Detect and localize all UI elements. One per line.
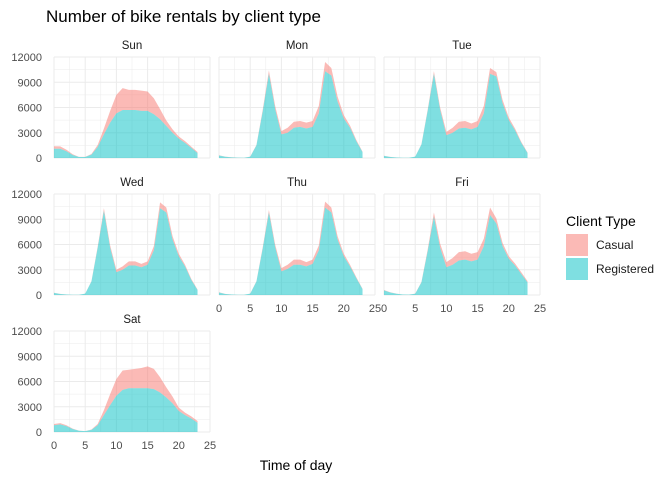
x-tick-label: 5 [82,440,88,452]
legend-key-registered [566,258,588,280]
facet-mon: Mon [218,40,376,159]
x-tick-label: 0 [381,303,387,315]
y-tick-label: 6000 [18,240,42,252]
x-tick-label: 10 [110,440,122,452]
facet-strip-label: Wed [120,177,143,189]
x-tick-label: 5 [412,303,418,315]
chart-title: Number of bike rentals by client type [46,7,321,26]
y-tick-label: 6000 [18,377,42,389]
facet-sat: Sat 0 3000 6000 9000 12000 0 5 10 15 20 25 [11,314,216,452]
facet-strip-label: Tue [452,40,471,52]
area-registered [384,73,528,158]
area-registered [54,388,198,432]
x-tick-label: 20 [338,303,350,315]
facet-sun: Sun 0 3000 6000 9000 12000 [11,40,211,165]
area-casual [54,88,198,157]
facet-strip-label: Sat [123,314,141,326]
area-registered [219,207,363,295]
x-tick-label: 25 [369,303,381,315]
y-tick-label: 3000 [18,128,42,140]
y-tick-label: 12000 [11,326,42,338]
x-tick-label: 5 [247,303,253,315]
x-tick-label: 20 [173,440,185,452]
x-tick-label: 10 [275,303,287,315]
y-tick-label: 6000 [18,103,42,115]
legend-label-casual: Casual [596,238,633,252]
x-tick-label: 10 [440,303,452,315]
y-tick-label: 12000 [11,189,42,201]
y-tick-label: 9000 [18,214,42,226]
facet-panels: Sun 0 3000 6000 9000 12000 Mon Tue Wed 0 3000 6000 9… [11,40,546,452]
x-tick-label: 15 [141,440,153,452]
x-tick-label: 0 [216,303,222,315]
x-tick-label: 25 [204,440,216,452]
facet-strip-label: Fri [455,177,468,189]
x-tick-label: 20 [503,303,515,315]
area-registered [219,71,363,158]
area-registered [384,215,528,295]
x-tick-label: 0 [51,440,57,452]
y-tick-label: 0 [36,290,42,302]
x-axis-title: Time of day [260,457,333,473]
area-registered [54,208,198,295]
legend-label-registered: Registered [596,262,654,276]
x-tick-label: 15 [471,303,483,315]
facet-strip-label: Mon [286,40,308,52]
y-tick-label: 9000 [18,77,42,89]
legend-key-casual [566,234,588,256]
y-tick-label: 0 [36,153,42,165]
facet-thu: Thu 0 5 10 15 20 25 [216,177,381,315]
x-tick-label: 25 [534,303,546,315]
y-tick-label: 12000 [11,52,42,64]
facet-strip-label: Thu [287,177,307,189]
facet-tue: Tue [383,40,541,159]
x-tick-label: 15 [306,303,318,315]
y-tick-label: 3000 [18,402,42,414]
facet-wed: Wed 0 3000 6000 9000 12000 [11,177,211,302]
legend: Client Type Casual Registered [566,213,654,280]
y-tick-label: 9000 [18,351,42,363]
facet-fri: Fri 0 5 10 15 20 25 [381,177,546,315]
y-tick-label: 3000 [18,265,42,277]
area-registered [54,110,198,158]
area-casual [54,366,198,432]
facet-strip-label: Sun [122,40,142,52]
legend-title: Client Type [566,213,636,229]
y-tick-label: 0 [36,427,42,439]
